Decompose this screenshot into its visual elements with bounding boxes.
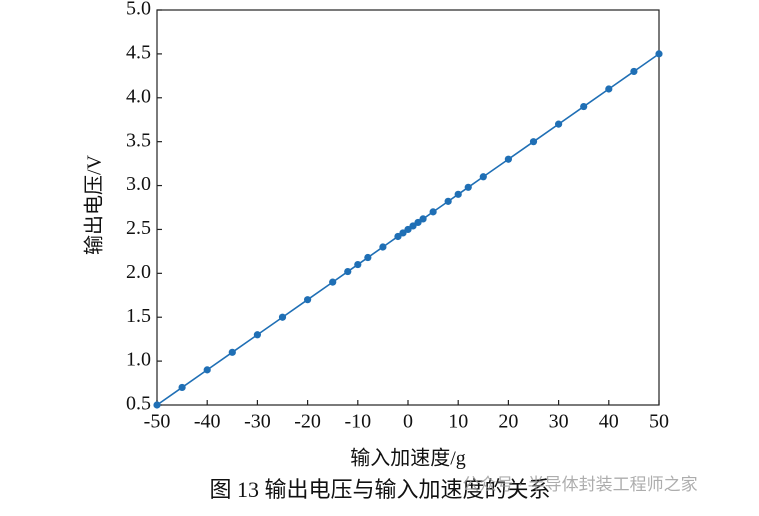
data-point — [278, 313, 287, 321]
x-tick-label: -10 — [344, 411, 371, 433]
data-point — [228, 348, 236, 356]
data-point — [329, 278, 337, 286]
data-point — [444, 197, 452, 205]
x-tick-label: -20 — [294, 411, 321, 433]
data-point — [464, 183, 472, 191]
y-axis-label: 输出电压/V — [83, 154, 106, 255]
data-point — [354, 260, 362, 269]
data-point — [454, 190, 462, 198]
data-point — [605, 85, 613, 93]
y-tick-label: 0.5 — [126, 393, 151, 415]
plot-frame — [156, 9, 660, 406]
data-point — [630, 67, 638, 76]
caption: 图 13 输出电压与输入加速度的关系 — [209, 477, 550, 502]
data-point — [364, 253, 372, 262]
data-point — [504, 155, 512, 163]
data-point — [419, 215, 427, 223]
data-point — [253, 331, 261, 339]
y-tick-label: 1.0 — [126, 349, 151, 371]
data-point — [304, 296, 312, 304]
data-point — [203, 366, 211, 374]
data-point — [344, 267, 352, 276]
data-point — [414, 218, 422, 227]
x-tick-label: 50 — [649, 411, 669, 433]
data-point — [580, 102, 588, 111]
x-tick-label: 40 — [599, 411, 619, 433]
x-tick-label: 30 — [549, 411, 569, 433]
y-tick-label: 5.0 — [126, 0, 151, 20]
x-axis-label: 输入加速度/g — [350, 447, 466, 470]
x-tick-label: 20 — [498, 411, 518, 433]
data-point — [409, 222, 417, 230]
y-tick-label: 2.5 — [126, 217, 151, 239]
data-point — [479, 173, 487, 181]
y-tick-label: 3.5 — [126, 129, 151, 151]
x-tick-label: 0 — [403, 411, 413, 433]
data-point — [404, 225, 412, 234]
data-point — [399, 229, 407, 237]
y-tick-label: 4.5 — [126, 41, 151, 63]
y-tick-label: 1.5 — [126, 305, 151, 327]
watermark: 公众号 · 半导体封装工程师之家 — [462, 475, 697, 494]
data-point — [555, 120, 563, 128]
y-tick-label: 2.0 — [126, 261, 151, 283]
data-point — [178, 383, 186, 392]
data-point — [394, 232, 402, 241]
data-point — [379, 243, 387, 251]
x-tick-label: -40 — [194, 411, 221, 433]
x-tick-label: 10 — [448, 411, 468, 433]
data-point — [655, 50, 663, 58]
data-point — [153, 401, 161, 409]
data-point — [429, 208, 437, 216]
x-tick-label: -30 — [244, 411, 271, 433]
y-tick-label: 4.0 — [126, 85, 151, 107]
data-point — [529, 138, 538, 146]
x-tick-label: -50 — [144, 411, 171, 433]
y-tick-label: 3.0 — [126, 173, 151, 195]
